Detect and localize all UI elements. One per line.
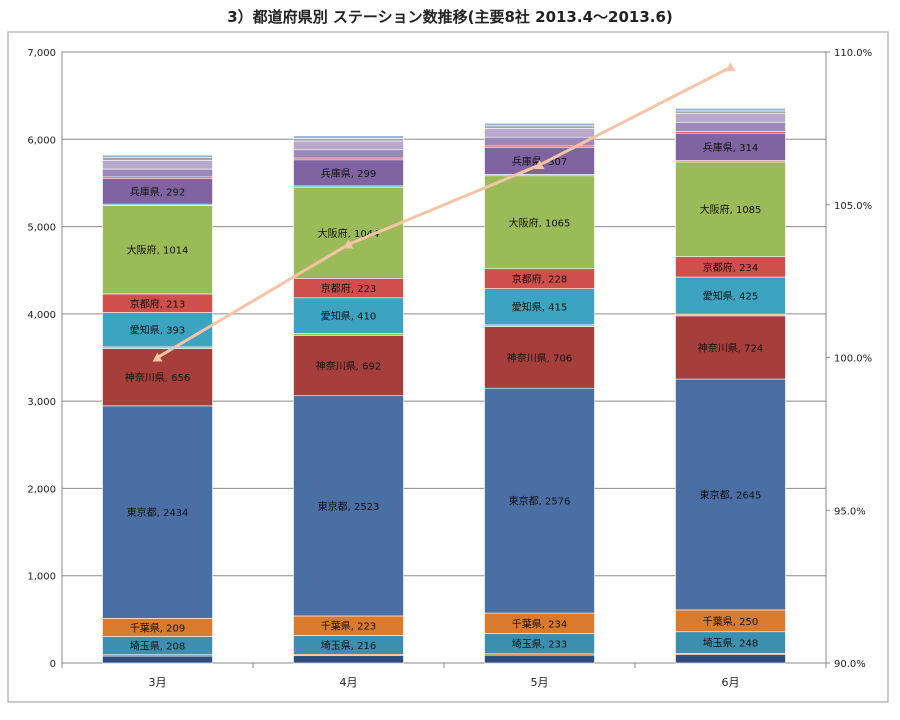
data-label: 愛知県, 415 (512, 301, 567, 314)
bar-segment (293, 138, 404, 142)
data-label: 東京都, 2523 (318, 500, 380, 513)
bar-segment (484, 122, 595, 127)
bar-segment (675, 654, 786, 664)
bar-segment (293, 335, 404, 397)
bar-segment (484, 326, 595, 389)
trend-point (343, 239, 354, 249)
bar-segment (293, 655, 404, 664)
y2-tick-label: 105.0% (834, 201, 872, 212)
y-tick-label: 6,000 (27, 135, 56, 146)
data-label: 埼玉県, 248 (703, 637, 758, 650)
data-label: 東京都, 2576 (509, 495, 571, 508)
data-label: 神奈川県, 656 (125, 371, 190, 384)
bar-segment (102, 655, 213, 664)
bar-segment (484, 175, 595, 270)
data-label: 大阪府, 1085 (700, 203, 762, 216)
data-label: 愛知県, 425 (703, 290, 758, 303)
bar-segment (675, 132, 786, 161)
bar-segment (484, 288, 595, 326)
data-label: 神奈川県, 706 (507, 351, 572, 364)
data-label: 神奈川県, 692 (316, 360, 381, 373)
bar-segment (102, 157, 213, 161)
bars: 埼玉県, 208 千葉県, 209 東京都, 2434 神奈川県, 656 愛知県, 3… (102, 107, 786, 664)
bar-segment (293, 395, 404, 617)
data-label: 愛知県, 393 (130, 324, 185, 337)
data-label: 兵庫県, 299 (321, 167, 376, 180)
data-label: 大阪府, 1065 (509, 216, 571, 229)
data-label: 千葉県, 234 (512, 617, 567, 630)
bar-stack: 埼玉県, 216 千葉県, 223 東京都, 2523 神奈川県, 692 愛知県, 4… (293, 135, 404, 664)
data-label: 千葉県, 250 (703, 615, 758, 628)
data-label: 京都府, 213 (130, 297, 185, 310)
category-label: 6月 (722, 676, 740, 689)
bar-segment (102, 205, 213, 295)
y-tick-label: 0 (50, 659, 56, 670)
y2-tick-label: 95.0% (834, 506, 866, 517)
y2-tick-label: 90.0% (834, 659, 866, 670)
trend-line-path (156, 65, 732, 359)
data-label: 兵庫県, 314 (703, 141, 758, 154)
bar-segment (675, 276, 786, 315)
bar-segment (293, 297, 404, 334)
bar-segment (102, 405, 213, 619)
data-label: 千葉県, 209 (130, 621, 185, 634)
bar-segment (675, 121, 786, 132)
bar-stack: 埼玉県, 233 千葉県, 234 東京都, 2576 神奈川県, 706 愛知県, 4… (484, 122, 595, 664)
bar-segment (293, 149, 404, 159)
bar-segment (293, 186, 404, 279)
bar-segment (675, 110, 786, 114)
category-label: 4月 (340, 676, 358, 689)
bar-segment (484, 128, 595, 138)
bar-segment (675, 315, 786, 380)
y-tick-label: 5,000 (27, 223, 56, 234)
data-label: 埼玉県, 233 (512, 638, 567, 651)
data-label: 兵庫県, 292 (130, 185, 185, 198)
category-label: 5月 (531, 676, 549, 689)
data-label: 東京都, 2645 (700, 488, 762, 501)
data-label: 愛知県, 410 (321, 310, 376, 323)
y-axis-right: 90.0% 95.0% 100.0% 105.0% 110.0% (826, 48, 872, 670)
chart-title: 3）都道府県別 ステーション数推移(主要8社 2013.4～2013.6) (227, 8, 673, 26)
data-label: 大阪府, 1014 (127, 244, 189, 257)
trend-point (534, 160, 545, 170)
bar-segment (102, 160, 213, 170)
data-label: 東京都, 2434 (127, 506, 189, 519)
y-tick-label: 3,000 (27, 397, 56, 408)
category-label: 3月 (149, 676, 167, 689)
data-label: 京都府, 234 (703, 261, 758, 274)
bar-segment (675, 113, 786, 123)
data-label: 埼玉県, 216 (321, 639, 376, 652)
trend-point (152, 352, 163, 362)
data-label: 大阪府, 1044 (318, 227, 380, 240)
bar-segment (484, 387, 595, 614)
data-label: 千葉県, 223 (321, 620, 376, 633)
bar-stack: 埼玉県, 248 千葉県, 250 東京都, 2645 神奈川県, 724 愛知県, 4… (675, 107, 786, 664)
bar-segment (102, 312, 213, 348)
trend-point (725, 62, 736, 72)
y2-tick-label: 110.0% (834, 48, 872, 59)
y-axis-left: 0 1,000 2,000 3,000 4,000 5,000 6,000 7,000 (27, 48, 56, 670)
bar-segment (675, 161, 786, 257)
data-label: 京都府, 228 (512, 273, 567, 286)
data-label: 京都府, 223 (321, 282, 376, 295)
data-label: 埼玉県, 208 (130, 640, 185, 653)
bar-segment (102, 154, 213, 159)
bar-segment (102, 168, 213, 178)
y-tick-label: 2,000 (27, 484, 56, 495)
trend-line (152, 62, 736, 362)
bar-segment (675, 107, 786, 112)
y2-tick-label: 100.0% (834, 354, 872, 365)
bar-segment (293, 140, 404, 151)
x-axis: 3月 4月 5月 6月 (61, 663, 827, 689)
bar-segment (675, 378, 786, 611)
bar-segment (484, 125, 595, 129)
bar-segment (484, 654, 595, 664)
y-tick-label: 7,000 (27, 48, 56, 59)
y-tick-label: 1,000 (27, 572, 56, 583)
bar-segment (293, 135, 404, 139)
bar-stack: 埼玉県, 208 千葉県, 209 東京都, 2434 神奈川県, 656 愛知県, 3… (102, 154, 213, 664)
data-label: 神奈川県, 724 (698, 341, 763, 354)
y-tick-label: 4,000 (27, 310, 56, 321)
